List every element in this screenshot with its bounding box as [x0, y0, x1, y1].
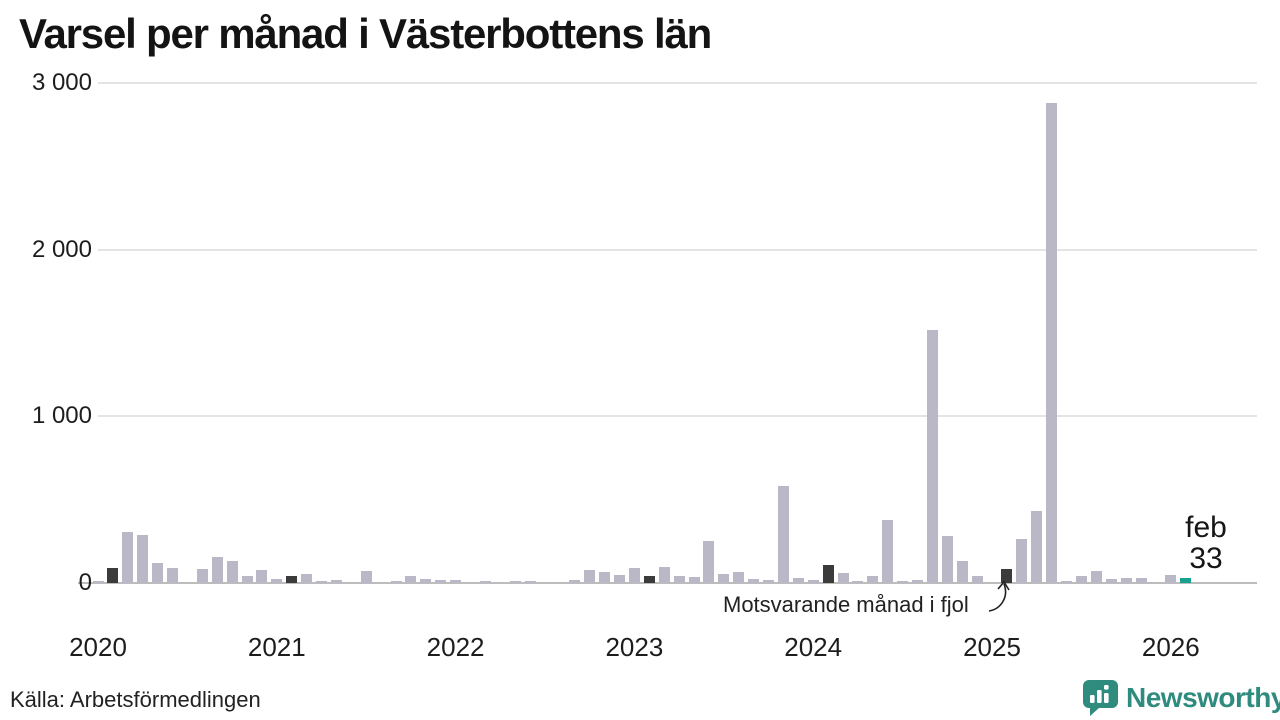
- bar: [852, 581, 864, 583]
- bar: [405, 576, 417, 583]
- current-month-label: feb: [1185, 511, 1227, 544]
- bar: [971, 575, 983, 583]
- bar-current-month: [1180, 577, 1192, 583]
- bar-highlight-february: [822, 565, 834, 583]
- bar: [673, 576, 685, 583]
- bar: [807, 579, 819, 583]
- bar: [703, 541, 715, 583]
- bar: [435, 580, 447, 583]
- bar: [763, 580, 774, 583]
- bar: [420, 578, 432, 583]
- bar: [301, 573, 313, 583]
- gridline: [98, 248, 1257, 251]
- bar: [1031, 510, 1043, 583]
- bar: [956, 561, 968, 583]
- bar: [450, 580, 462, 583]
- x-tick-label: 2025: [963, 632, 1021, 662]
- x-tick-label: 2022: [426, 632, 485, 662]
- newsworthy-icon: [1083, 680, 1118, 716]
- bar: [316, 581, 327, 583]
- bar: [390, 581, 402, 583]
- bar: [256, 569, 268, 583]
- bar-highlight-february: [286, 575, 298, 583]
- bar: [777, 485, 789, 583]
- bar: [1075, 576, 1087, 583]
- bar: [941, 535, 953, 583]
- bar: [479, 581, 491, 583]
- bar-highlight-february: [107, 568, 119, 583]
- x-tick-label: 2024: [784, 632, 843, 662]
- gridline: [98, 82, 1257, 84]
- bar: [241, 576, 253, 583]
- bar: [628, 568, 640, 583]
- annotation-label: Motsvarande månad i fjol: [723, 592, 969, 617]
- bar: [152, 563, 164, 583]
- bar: [569, 580, 581, 583]
- bar: [360, 571, 372, 583]
- bar: [792, 577, 804, 583]
- annotation-arrow-icon: [988, 580, 1010, 612]
- bar: [733, 572, 745, 583]
- x-tick-label: 2020: [69, 632, 127, 662]
- y-tick-label: 1 000: [31, 402, 92, 430]
- gridline: [98, 415, 1257, 418]
- bar: [1120, 577, 1132, 583]
- bar: [658, 566, 670, 583]
- bar: [122, 532, 134, 583]
- bar: [1105, 578, 1117, 583]
- x-axis-baseline: [78, 582, 1257, 584]
- y-tick-label: 3 000: [31, 69, 92, 96]
- bar: [137, 534, 149, 583]
- bar: [1135, 577, 1147, 583]
- bar: [1046, 103, 1058, 583]
- bar: [92, 580, 104, 583]
- bar: [167, 568, 178, 583]
- x-tick-label: 2021: [247, 632, 306, 662]
- bar: [926, 329, 938, 583]
- current-point-label: feb 33: [1172, 512, 1240, 574]
- bar: [718, 573, 730, 583]
- bar: [330, 579, 342, 583]
- bar: [226, 561, 238, 583]
- bar: [882, 520, 894, 583]
- x-tick-label: 2023: [605, 632, 664, 662]
- brand-name: Newsworthy: [1126, 682, 1280, 713]
- bar: [614, 575, 625, 583]
- bar: [912, 579, 923, 583]
- bar: [271, 579, 283, 583]
- bar: [837, 573, 849, 583]
- bar: [211, 557, 223, 583]
- bar: [196, 569, 208, 583]
- chart-title: Varsel per månad i Västerbottens län: [19, 10, 712, 57]
- bar: [1165, 574, 1177, 583]
- bar-highlight-february: [643, 576, 655, 583]
- bar: [1016, 538, 1028, 583]
- bar: [524, 581, 536, 583]
- bar: [867, 576, 879, 583]
- bar: [584, 570, 596, 583]
- y-tick-label: 0: [78, 569, 92, 596]
- bar-highlight-february: [1001, 568, 1013, 583]
- bar: [688, 577, 700, 583]
- x-tick-label: 2026: [1141, 632, 1200, 662]
- brand-logo[interactable]: Newsworthy: [1082, 679, 1280, 717]
- bar: [599, 572, 611, 583]
- bar: [748, 579, 760, 583]
- current-value-label: 33: [1189, 542, 1223, 575]
- y-tick-label: 2 000: [31, 235, 92, 263]
- bar: [1090, 571, 1102, 583]
- bar: [1061, 580, 1072, 583]
- bar: [509, 581, 521, 583]
- bar: [897, 581, 909, 583]
- source-note: Källa: Arbetsförmedlingen: [10, 687, 261, 712]
